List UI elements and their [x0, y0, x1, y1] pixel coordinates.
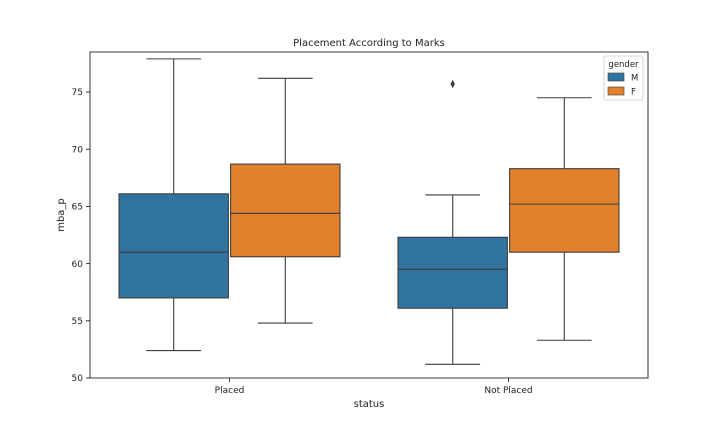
y-axis: 50 55 60 65 70 75 [72, 88, 90, 384]
x-tick-label: Not Placed [484, 386, 532, 396]
outlier-marker [450, 79, 455, 89]
legend-title: gender [608, 60, 639, 70]
box-M-placed [118, 193, 229, 299]
legend: gender MF [603, 55, 644, 101]
legend-swatch-F [607, 86, 625, 96]
y-tick-label: 55 [72, 317, 83, 327]
box-M-not-placed [397, 236, 508, 309]
plot-frame [89, 51, 649, 379]
x-axis-label: status [354, 399, 385, 410]
box-F-not-placed [509, 168, 620, 253]
y-tick-label: 50 [72, 374, 84, 384]
y-tick-label: 65 [72, 203, 83, 213]
y-tick-label: 75 [72, 88, 83, 98]
y-tick-label: 70 [72, 145, 84, 155]
y-axis-label: mba_p [56, 198, 67, 232]
x-axis: Placed Not Placed [215, 378, 533, 396]
y-tick-label: 60 [72, 260, 84, 270]
box-F-placed [230, 163, 341, 258]
chart-title: Placement According to Marks [293, 38, 445, 49]
legend-label-F: F [631, 88, 636, 98]
boxes-group [118, 58, 620, 365]
legend-label-M: M [631, 74, 638, 84]
legend-swatch-M [607, 72, 625, 82]
x-tick-label: Placed [215, 386, 245, 396]
